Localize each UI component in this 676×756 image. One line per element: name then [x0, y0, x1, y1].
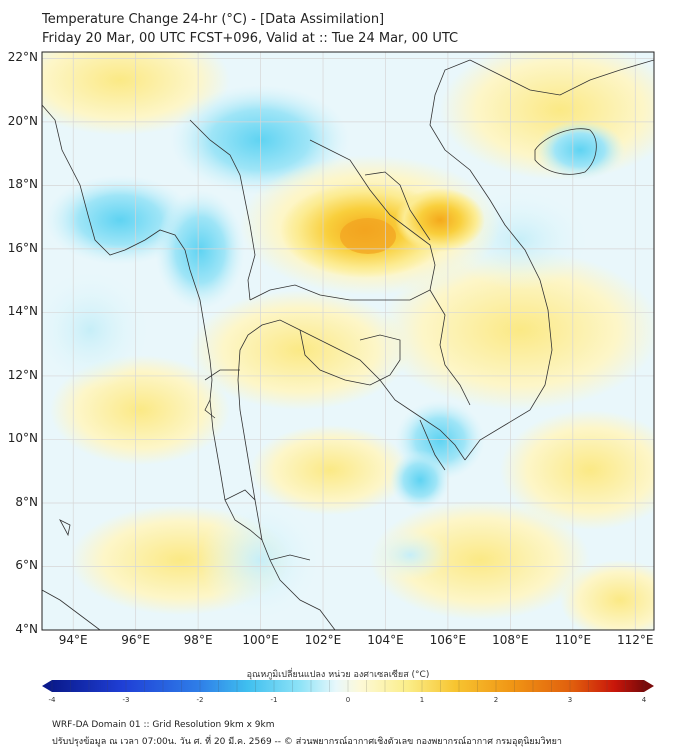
latitude-label: 12°N — [7, 367, 38, 382]
colorbar-tick-label: 4 — [641, 696, 647, 704]
latitude-label: 8°N — [15, 494, 38, 509]
colorbar-tick-label: -2 — [196, 696, 204, 704]
colorbar-tick-label: 0 — [345, 696, 351, 704]
colorbar-tick-label: -1 — [270, 696, 278, 704]
latitude-label: 6°N — [15, 558, 38, 573]
latitude-label: 16°N — [7, 240, 38, 255]
longitude-label: 98°E — [183, 633, 213, 647]
latitude-label: 22°N — [7, 50, 38, 65]
longitude-label: 100°E — [242, 633, 279, 647]
chart-title: Temperature Change 24-hr (°C) - [Data As… — [42, 12, 385, 27]
latitude-label: 4°N — [15, 622, 38, 636]
colorbar-tick-label: 2 — [493, 696, 499, 704]
colorbar-label: อุณหภูมิเปลี่ยนแปลง หน่วย องศาเซลเซียส (… — [246, 670, 430, 680]
colorbar-tick-label: 3 — [567, 696, 573, 704]
longitude-label: 94°E — [58, 633, 88, 647]
colorbar-tick-label: -4 — [48, 696, 56, 704]
longitude-label: 112°E — [617, 633, 654, 647]
colorbar-tick-label: 1 — [419, 696, 425, 704]
chart-subtitle: Friday 20 Mar, 00 UTC FCST+096, Valid at… — [42, 31, 459, 46]
longitude-label: 110°E — [554, 633, 592, 647]
longitude-label: 106°E — [429, 633, 467, 647]
colorbar-low-arrow — [42, 680, 52, 692]
colorbar-gradient — [52, 680, 644, 692]
colorbar — [42, 680, 654, 692]
colorbar-tick-label: -3 — [122, 696, 130, 704]
latitude-label: 18°N — [7, 177, 38, 192]
map-frame — [41, 51, 655, 631]
latitude-label: 10°N — [7, 431, 38, 446]
longitude-label: 96°E — [121, 633, 151, 647]
latitude-label: 20°N — [7, 113, 38, 128]
graticule — [42, 52, 654, 630]
footer-update-info: ปรับปรุงข้อมูล ณ เวลา 07:00น. วัน ศ. ที่… — [52, 737, 562, 747]
longitude-label: 108°E — [492, 633, 529, 647]
latitude-label: 14°N — [7, 304, 38, 319]
coastlines-borders — [42, 59, 654, 630]
colorbar-high-arrow — [644, 680, 654, 692]
temperature-field — [42, 52, 654, 630]
longitude-label: 102°E — [304, 633, 342, 647]
longitude-label: 104°E — [367, 633, 404, 647]
footer-model-info: WRF-DA Domain 01 :: Grid Resolution 9km … — [52, 720, 275, 730]
